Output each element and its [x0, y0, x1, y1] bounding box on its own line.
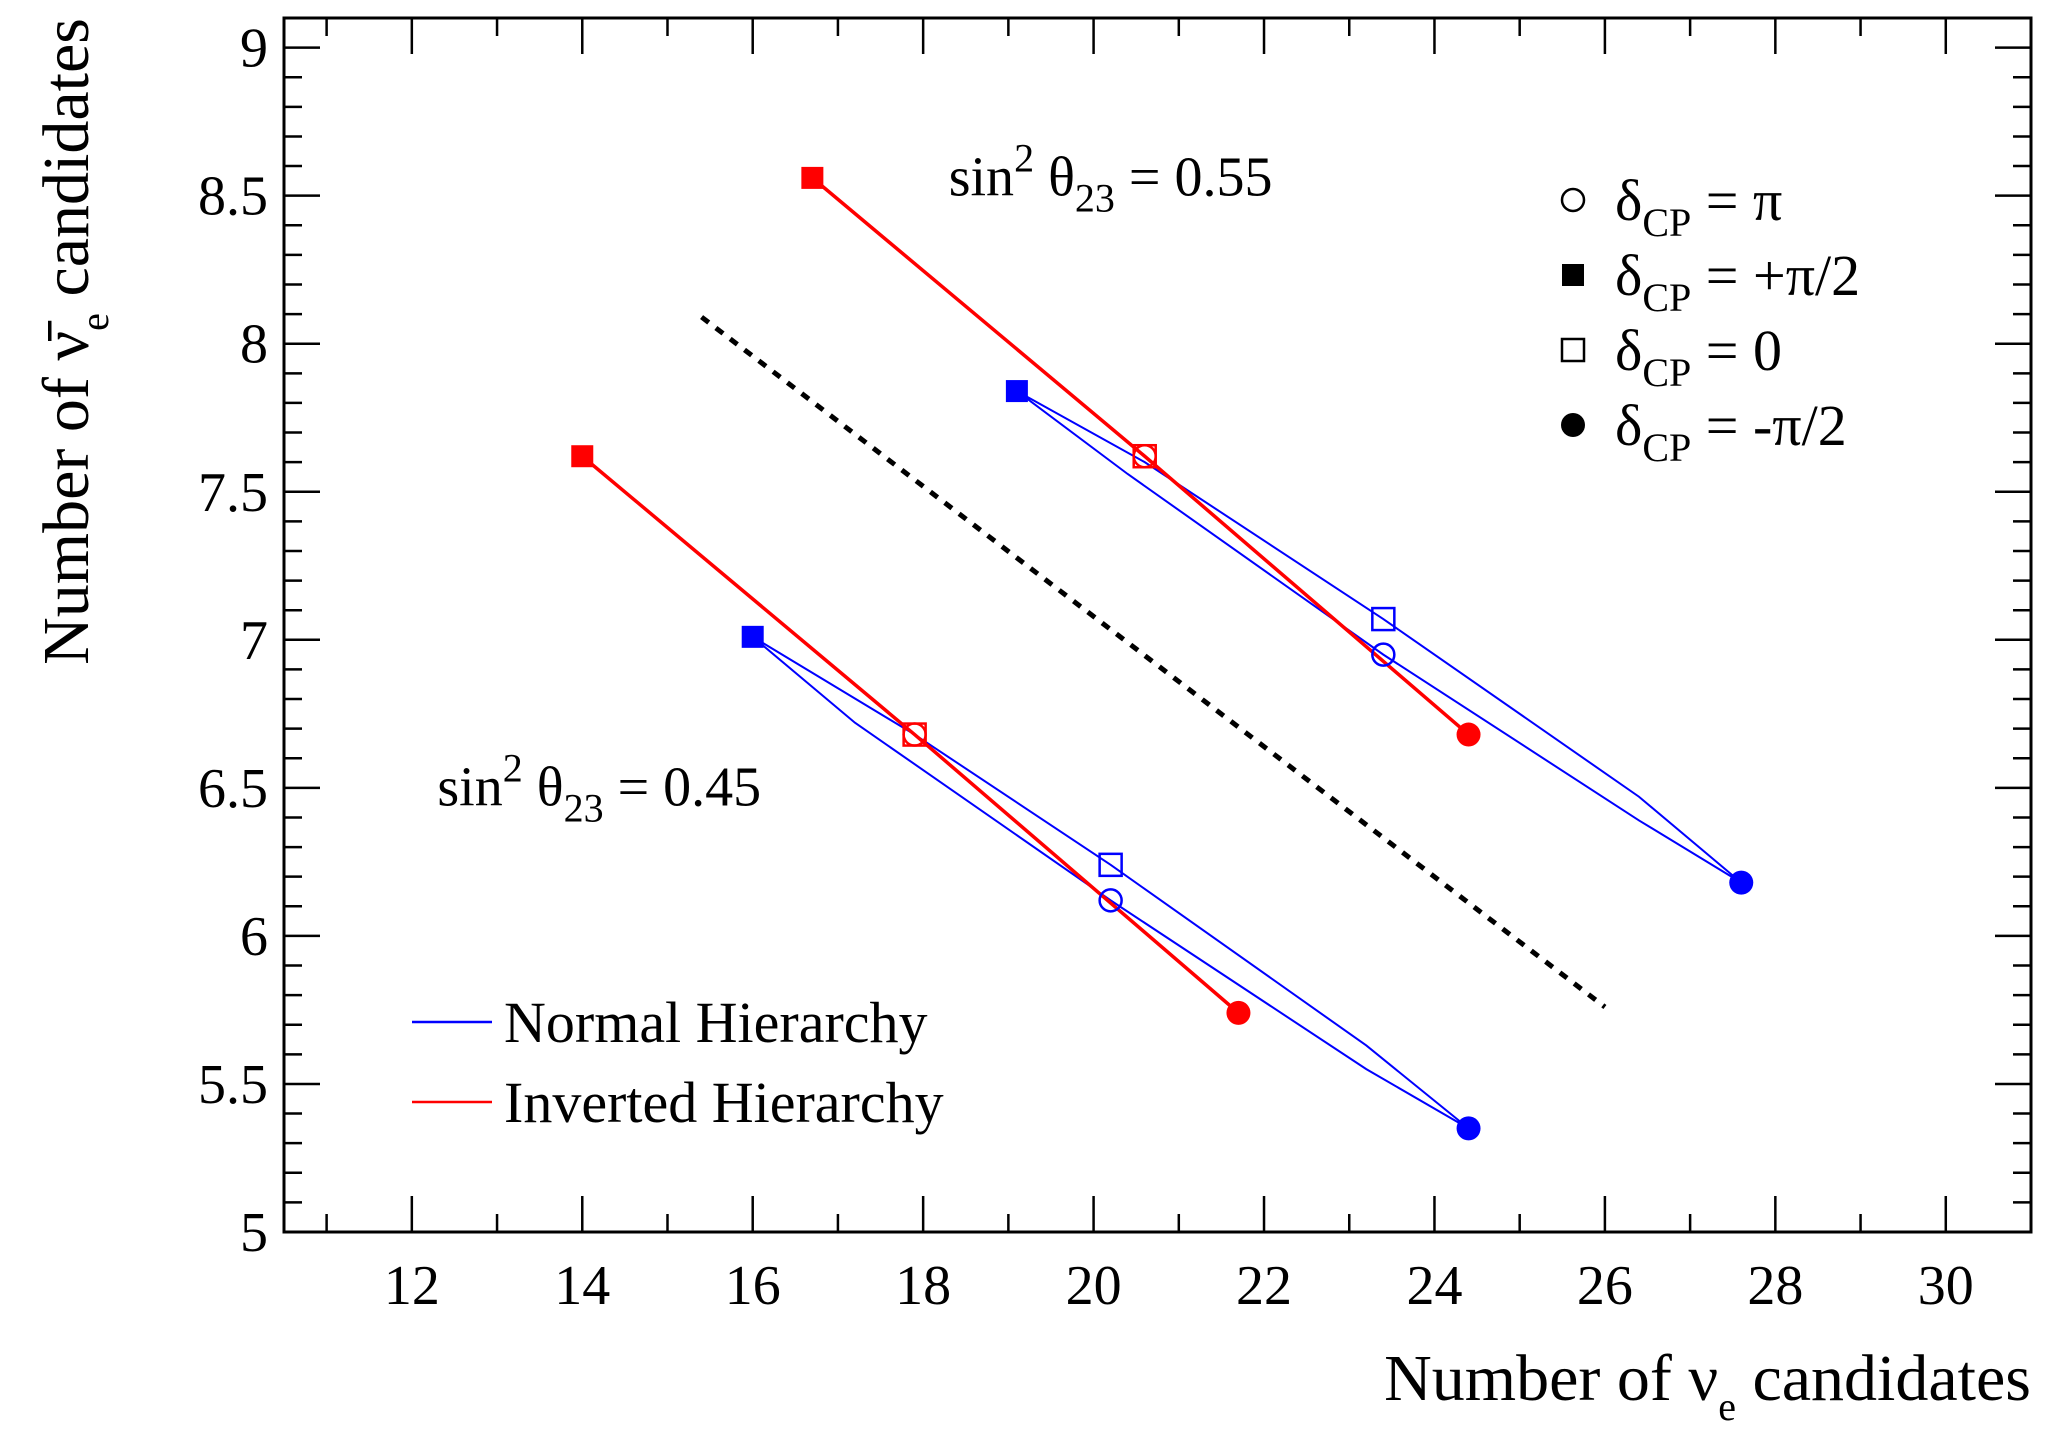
plot-frame	[282, 16, 2033, 1234]
y-tick-label: 6	[240, 906, 268, 968]
divider-dotted-line	[700, 315, 1607, 1009]
tick-labels: 12 14 16 18 20 22 24 26 28 30 5 5.5 6 6.5 7 7.5 8 8.5 9	[198, 18, 1974, 1317]
x-tick-label: 24	[1406, 1255, 1462, 1317]
annotation-sin2theta: sin2 θ23 = 0.55	[949, 136, 1273, 221]
annotation-sin2theta: sin2 θ23 = 0.45	[437, 746, 761, 831]
y-tick-label: 7	[240, 610, 268, 672]
marker-normal-pi	[1098, 888, 1123, 913]
legend-marker-pi	[1560, 187, 1586, 213]
marker-inverted-pi	[902, 722, 927, 747]
legend-marker-label: δCP = 0	[1615, 318, 1782, 395]
x-axis-title: Number of νe candidates	[1384, 1342, 2031, 1429]
legend-line-label: Normal Hierarchy	[504, 990, 928, 1055]
axis-ticks	[284, 16, 2033, 1234]
ellipse-normal-0.55	[1016, 390, 1742, 884]
legend-marker--pi-2	[1561, 413, 1585, 437]
axis-titles: Number of νe candidates Number of ν̄e can…	[30, 18, 2031, 1429]
y-tick-label: 5.5	[198, 1054, 268, 1116]
legend-marker-label: δCP = +π/2	[1615, 243, 1860, 320]
x-tick-label: 26	[1577, 1255, 1633, 1317]
x-tick-label: 18	[895, 1255, 951, 1317]
marker-normal-pi-2	[741, 625, 764, 648]
data-series	[581, 176, 1470, 1015]
marker-inverted-pi-2	[571, 445, 594, 468]
marker-normal-pi-2	[1005, 380, 1028, 403]
x-tick-label: 12	[384, 1255, 440, 1317]
marker-normal-0	[1371, 606, 1396, 632]
legend-marker-0	[1560, 337, 1586, 363]
y-axis-title: Number of ν̄e candidates	[30, 18, 117, 665]
y-tick-label: 5	[240, 1202, 268, 1264]
y-tick-label: 8.5	[198, 166, 268, 228]
data-markers	[571, 166, 1754, 1141]
series-line-inverted-0.45	[581, 454, 1240, 1015]
x-tick-label: 22	[1236, 1255, 1292, 1317]
marker-inverted--pi-2	[1226, 1000, 1251, 1025]
y-tick-label: 7.5	[198, 462, 268, 524]
x-tick-label: 20	[1066, 1255, 1122, 1317]
x-tick-label: 28	[1747, 1255, 1803, 1317]
legend-marker-pi-2	[1562, 264, 1584, 286]
marker-inverted--pi-2	[1456, 722, 1481, 747]
marker-inverted-pi	[1132, 443, 1157, 469]
y-tick-label: 6.5	[198, 758, 268, 820]
marker-normal-pi	[1371, 642, 1396, 667]
marker-inverted-pi-2	[801, 166, 824, 189]
legend-marker-label: δCP = -π/2	[1615, 393, 1847, 470]
y-tick-label: 8	[240, 314, 268, 376]
x-tick-label: 14	[554, 1255, 610, 1317]
theta-annotations: sin2 θ23 = 0.55 sin2 θ23 = 0.45	[437, 136, 1272, 831]
marker-normal-0	[1098, 852, 1123, 878]
y-tick-label: 9	[240, 18, 268, 80]
line-legend: Normal Hierarchy Inverted Hierarchy	[412, 990, 944, 1135]
series-line-inverted-0.55	[811, 176, 1470, 736]
divider-line	[700, 315, 1607, 1009]
x-tick-label: 16	[725, 1255, 781, 1317]
marker-normal--pi-2	[1729, 870, 1754, 895]
marker-normal--pi-2	[1456, 1116, 1481, 1141]
legend-marker-label: δCP = π	[1615, 168, 1782, 245]
x-tick-label: 30	[1918, 1255, 1974, 1317]
legend-line-label: Inverted Hierarchy	[504, 1070, 944, 1135]
